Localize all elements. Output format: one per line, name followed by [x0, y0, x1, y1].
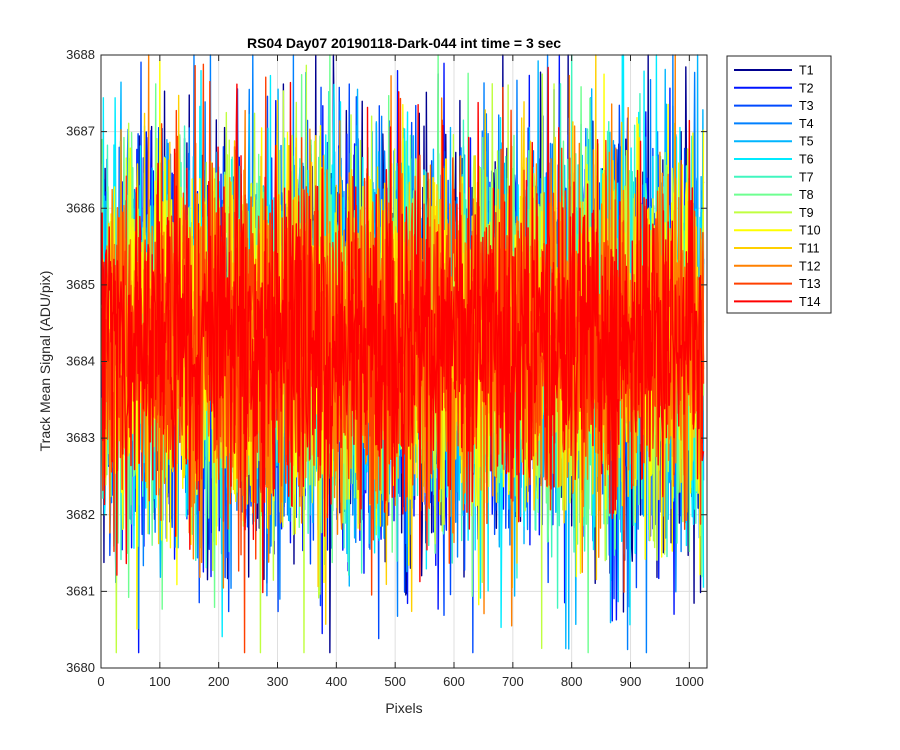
ticks: 0 100 200 300 400 500 600 700 800 900 1000 3680 3681…: [66, 47, 707, 689]
x-tick-label: 600: [443, 674, 465, 689]
y-tick-label: 3682: [66, 507, 95, 522]
y-tick-label: 3687: [66, 124, 95, 139]
legend-label-t5: T5: [799, 135, 814, 149]
y-tick-label: 3684: [66, 354, 95, 369]
legend-label-t13: T13: [799, 277, 821, 291]
y-tick-label: 3683: [66, 430, 95, 445]
x-tick-label: 800: [561, 674, 583, 689]
legend-label-t7: T7: [799, 170, 814, 184]
legend-label-t11: T11: [799, 242, 820, 256]
x-tick-label: 500: [384, 674, 406, 689]
y-axis-label: Track Mean Signal (ADU/pix): [37, 271, 53, 452]
chart-title: RS04 Day07 20190118-Dark-044 int time = …: [247, 35, 561, 51]
legend-label-t10: T10: [799, 224, 821, 238]
legend-label-t3: T3: [799, 99, 814, 113]
y-tick-label: 3688: [66, 47, 95, 62]
plot-area: 0 100 200 300 400 500 600 700 800 900 1000 3680 3681…: [66, 47, 708, 689]
y-tick-label: 3685: [66, 277, 95, 292]
x-tick-label: 300: [267, 674, 289, 689]
legend-label-t2: T2: [799, 81, 814, 95]
x-tick-label: 100: [149, 674, 171, 689]
y-tick-label: 3681: [66, 583, 95, 598]
x-axis-label: Pixels: [385, 700, 422, 716]
legend: T1 T2 T3 T4 T5 T6 T7 T8 T9 T10 T11 T12 T13 T14: [726, 55, 832, 314]
x-tick-label: 200: [208, 674, 230, 689]
x-tick-label: 900: [620, 674, 642, 689]
legend-label-t9: T9: [799, 206, 814, 220]
x-tick-label: 1000: [675, 674, 704, 689]
x-tick-label: 0: [97, 674, 104, 689]
legend-label-t12: T12: [799, 259, 821, 273]
series-lines: [100, 54, 705, 654]
x-tick-label: 400: [325, 674, 347, 689]
y-tick-label: 3686: [66, 200, 95, 215]
series-line-t14: [100, 66, 705, 594]
y-tick-label: 3680: [66, 660, 95, 675]
legend-box: [726, 55, 832, 314]
legend-label-t1: T1: [799, 64, 814, 78]
legend-label-t8: T8: [799, 188, 814, 202]
x-tick-label: 700: [502, 674, 524, 689]
legend-label-t14: T14: [799, 295, 821, 309]
legend-label-t6: T6: [799, 153, 814, 167]
legend-label-t4: T4: [799, 117, 814, 131]
